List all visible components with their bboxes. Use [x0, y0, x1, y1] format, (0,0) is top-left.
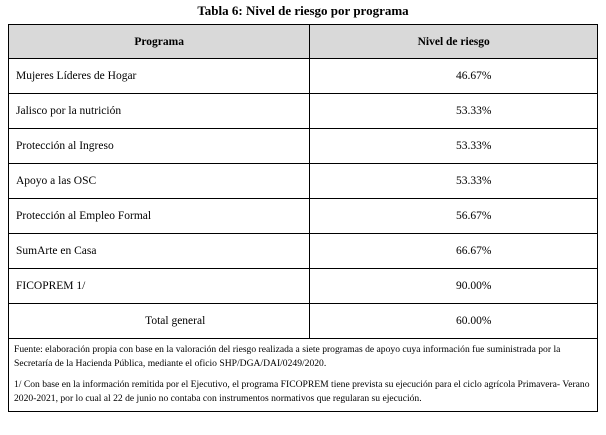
table-row: Mujeres Líderes de Hogar 46.67% [7, 58, 598, 94]
source-note: Fuente: elaboración propia con base en l… [14, 344, 561, 369]
risk-level: 56.67% [455, 210, 492, 222]
table-row: Protección al Empleo Formal 56.67% [7, 198, 598, 234]
table-row: Apoyo a las OSC 53.33% [7, 163, 598, 199]
risk-level-cell: 46.67% [309, 58, 598, 94]
risk-level: 53.33% [455, 140, 492, 152]
table-row: Protección al Ingreso 53.33% [7, 128, 598, 164]
notes-cell: Fuente: elaboración propia con base en l… [8, 338, 598, 412]
total-row: Total general 60.00% [7, 303, 598, 339]
total-value-cell: 60.00% [309, 303, 598, 339]
risk-level-cell: 53.33% [309, 128, 598, 164]
risk-level: 46.67% [455, 70, 492, 82]
total-value: 60.00% [455, 315, 492, 327]
program-name: Protección al Ingreso [7, 128, 311, 164]
program-name: Apoyo a las OSC [7, 163, 311, 199]
table-row: Jalisco por la nutrición 53.33% [7, 93, 598, 129]
header-nivel-de-riesgo: Nivel de riesgo [309, 24, 598, 59]
risk-level: 53.33% [455, 105, 492, 117]
table-row: FICOPREM 1/ 90.00% [7, 268, 598, 304]
program-name: FICOPREM 1/ [7, 268, 311, 304]
total-label: Total general [145, 315, 206, 327]
risk-level-cell: 66.67% [309, 233, 598, 269]
program-name: Jalisco por la nutrición [7, 93, 311, 129]
risk-table: Programa Nivel de riesgo Mujeres Líderes… [7, 24, 598, 412]
risk-level-cell: 53.33% [309, 93, 598, 129]
program-name: Protección al Empleo Formal [7, 198, 311, 234]
notes-row: Fuente: elaboración propia con base en l… [8, 338, 598, 412]
risk-level-cell: 90.00% [309, 268, 598, 304]
table-row: SumArte en Casa 66.67% [7, 233, 598, 269]
risk-level-cell: 56.67% [309, 198, 598, 234]
header-programa: Programa [7, 24, 311, 59]
risk-level: 66.67% [455, 245, 492, 257]
risk-level: 53.33% [455, 175, 492, 187]
footnote: 1/ Con base en la información remitida p… [14, 379, 590, 404]
risk-level-cell: 53.33% [309, 163, 598, 199]
table-title: Tabla 6: Nivel de riesgo por programa [197, 3, 409, 18]
program-name: SumArte en Casa [7, 233, 311, 269]
risk-level: 90.00% [455, 280, 492, 292]
table-header-row: Programa Nivel de riesgo [7, 24, 598, 59]
total-label-cell: Total general [7, 303, 311, 339]
program-name: Mujeres Líderes de Hogar [7, 58, 311, 94]
